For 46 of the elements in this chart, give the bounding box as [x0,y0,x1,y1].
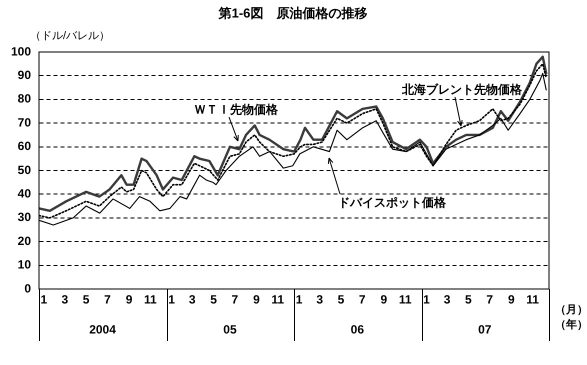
x-tick-label: 3 [61,292,68,307]
chart-title: 第1-6図 原油価格の推移 [218,6,368,21]
x-tick-label: 3 [316,292,324,307]
text: 06 [350,322,364,336]
y-tick-label: 70 [18,115,32,130]
y-tick-label: 10 [18,258,32,272]
text: 07 [478,322,492,336]
x-tick-label: 11 [271,292,284,307]
x-tick-label: 7 [358,292,366,307]
x-tick-label: 11 [398,292,412,307]
y-tick-label: 30 [18,210,32,224]
x-tick-label: 1 [168,292,176,307]
x-tick-label: 5 [338,292,345,307]
x-tick-label: 1 [40,292,48,307]
series-label: 北海ブレント先物価格 [401,82,523,96]
text: （年） [555,318,587,332]
y-tick-label: 80 [18,92,32,106]
text: ＷＴＩ先物価格 [194,102,279,116]
y-tick-label: 50 [18,162,32,177]
text: ドバイスポット価格 [338,195,447,210]
y-tick-label: 20 [18,234,32,248]
text: 05 [223,322,237,336]
y-tick-label: 40 [18,186,32,201]
x-tick-label: 3 [188,292,196,307]
x-tick-label: 5 [82,292,90,307]
x-tick-label: 7 [231,292,238,307]
x-tick-label: 11 [526,292,540,307]
y-tick-label: 90 [18,68,32,82]
x-tick-label: 3 [444,292,451,307]
x-tick-label: 5 [210,292,218,307]
y-tick-label: 100 [10,44,32,58]
y-axis-title: （ドル/バレル） [30,30,110,42]
x-tick-label: 9 [126,292,133,307]
x-tick-label: 5 [465,292,472,307]
x-tick-label: 1 [423,292,430,307]
x-axis-title: （月） [555,304,587,316]
x-tick-label: 1 [296,292,303,307]
text: 2004 [89,322,116,336]
x-tick-label: 7 [104,292,112,307]
y-tick-label: 0 [24,281,32,296]
x-tick-label: 11 [144,292,158,307]
x-tick-label: 9 [380,292,388,307]
x-tick-label: 9 [508,292,515,307]
x-tick-label: 9 [253,292,260,307]
x-tick-label: 7 [486,292,494,307]
y-tick-label: 60 [18,139,32,154]
